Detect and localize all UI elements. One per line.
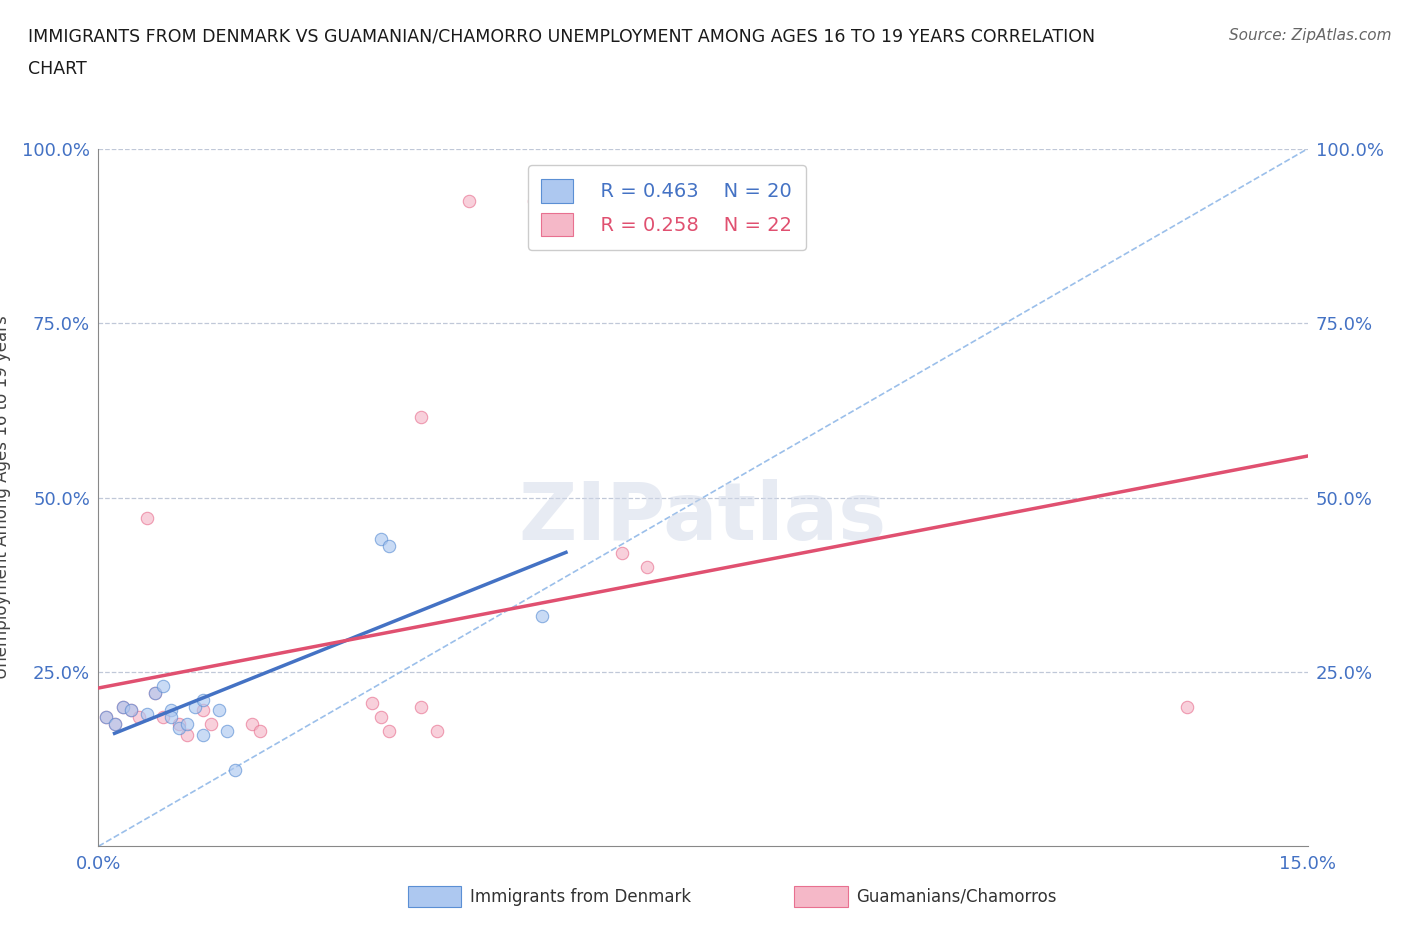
Point: [1175, 699, 1198, 714]
Point: [240, 717, 263, 732]
Point: [193, 692, 215, 708]
Point: [217, 724, 239, 738]
Point: [361, 696, 384, 711]
Y-axis label: Unemployment Among Ages 16 to 19 years: Unemployment Among Ages 16 to 19 years: [0, 315, 11, 680]
Text: Guamanians/Chamorros: Guamanians/Chamorros: [856, 887, 1057, 906]
Point: [103, 717, 125, 732]
Point: [152, 679, 174, 694]
Point: [167, 721, 190, 736]
Text: Immigrants from Denmark: Immigrants from Denmark: [470, 887, 690, 906]
Text: IMMIGRANTS FROM DENMARK VS GUAMANIAN/CHAMORRO UNEMPLOYMENT AMONG AGES 16 TO 19 Y: IMMIGRANTS FROM DENMARK VS GUAMANIAN/CHA…: [28, 28, 1095, 46]
Point: [167, 717, 190, 732]
Point: [426, 724, 449, 738]
Point: [409, 410, 432, 425]
Point: [152, 710, 174, 724]
Point: [184, 699, 207, 714]
Point: [370, 710, 392, 724]
Text: ZIPatlas: ZIPatlas: [519, 480, 887, 557]
Point: [636, 560, 658, 575]
Point: [409, 699, 432, 714]
Point: [120, 703, 142, 718]
Point: [135, 512, 157, 526]
Point: [193, 727, 215, 742]
Point: [458, 193, 481, 208]
Point: [160, 703, 183, 718]
Text: CHART: CHART: [28, 60, 87, 78]
Point: [96, 710, 118, 724]
Point: [224, 763, 246, 777]
Point: [143, 685, 166, 700]
Point: [135, 707, 157, 722]
Point: [208, 703, 231, 718]
Point: [530, 609, 553, 624]
Point: [200, 717, 222, 732]
Point: [176, 727, 198, 742]
Point: [128, 710, 150, 724]
Point: [249, 724, 271, 738]
Point: [96, 710, 118, 724]
Point: [111, 699, 134, 714]
Point: [612, 546, 634, 561]
Point: [103, 717, 125, 732]
Point: [523, 193, 546, 208]
Point: [193, 703, 215, 718]
Point: [370, 532, 392, 547]
Point: [377, 539, 399, 554]
Point: [377, 724, 399, 738]
Point: [160, 710, 183, 724]
Point: [120, 703, 142, 718]
Point: [176, 717, 198, 732]
Point: [143, 685, 166, 700]
Legend:   R = 0.463    N = 20,   R = 0.258    N = 22: R = 0.463 N = 20, R = 0.258 N = 22: [527, 166, 806, 250]
Point: [111, 699, 134, 714]
Text: Source: ZipAtlas.com: Source: ZipAtlas.com: [1229, 28, 1392, 43]
